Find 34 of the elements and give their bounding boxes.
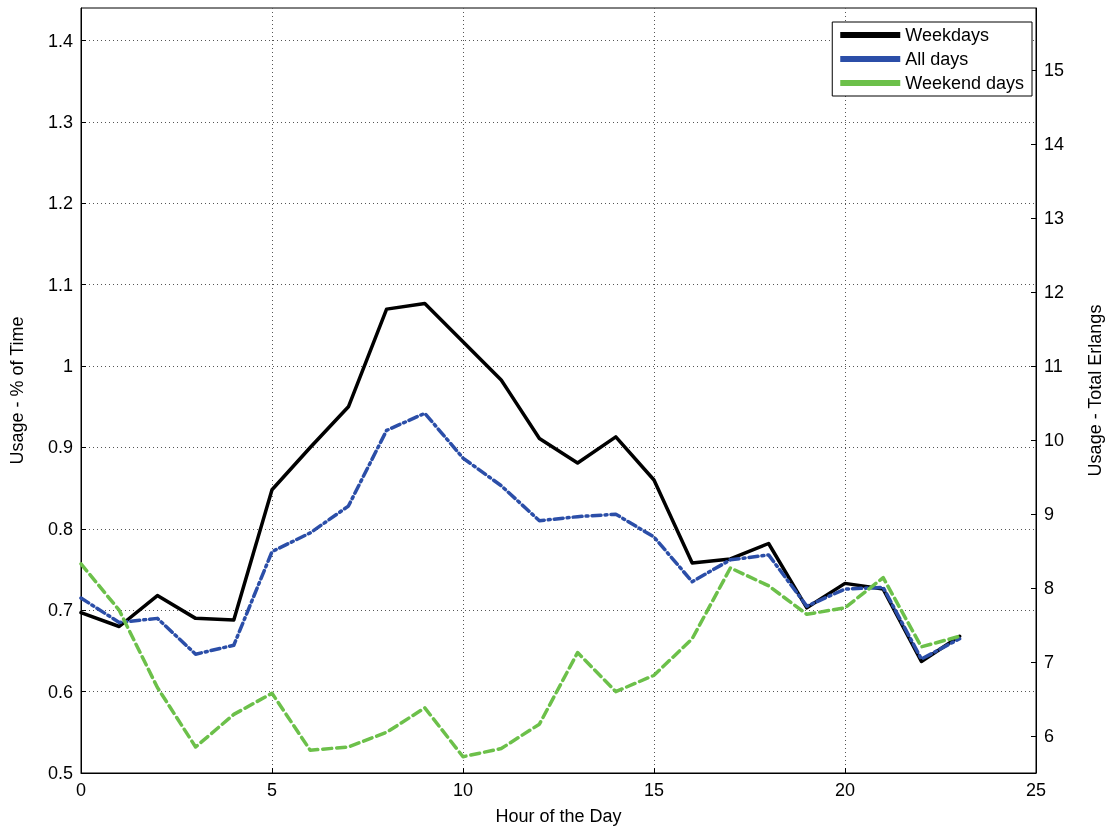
y-tick-label: 1.2	[47, 193, 73, 214]
y-tick-label: 0.5	[47, 763, 73, 783]
x-tick-label: 20	[834, 780, 856, 800]
legend-label: All days	[905, 49, 969, 69]
y2-tick-label: 15	[1044, 60, 1065, 81]
y2-tick-label: 13	[1044, 208, 1065, 229]
y2-tick-label: 9	[1044, 504, 1055, 525]
y-tick-label: 1.4	[47, 30, 73, 51]
y-tick-label: 0.9	[47, 437, 73, 458]
y-tick-label: 1.3	[47, 111, 73, 132]
x-tick-label: 5	[266, 780, 278, 800]
y2-tick-label: 10	[1044, 430, 1065, 451]
y-tick-label: 1	[62, 356, 73, 377]
x-tick-label: 10	[452, 780, 474, 800]
legend-label: Weekend days	[905, 73, 1025, 93]
x-tick-label: 25	[1025, 780, 1047, 800]
x-axis-title: Hour of the Day	[495, 806, 622, 826]
x-tick-label: 0	[75, 780, 87, 800]
y2-axis-title: Usage - Total Erlangs	[1085, 304, 1105, 477]
y-tick-label: 0.7	[47, 600, 73, 621]
line-series	[79, 562, 962, 759]
y-tick-label: 0.6	[47, 681, 73, 702]
y2-tick-label: 12	[1044, 282, 1065, 303]
y-axis-title: Usage - % of Time	[7, 316, 27, 465]
y2-tick-label: 11	[1044, 356, 1063, 377]
y-tick-label: 0.8	[47, 518, 73, 539]
y2-tick-label: 7	[1044, 652, 1055, 673]
line-series	[79, 411, 962, 661]
y-tick-label: 1.1	[47, 274, 73, 295]
legend-label: Weekdays	[905, 25, 989, 45]
y2-tick-label: 8	[1044, 578, 1055, 599]
y2-tick-label: 6	[1044, 726, 1055, 747]
y2-tick-label: 14	[1044, 134, 1065, 155]
x-tick-label: 15	[643, 780, 665, 800]
